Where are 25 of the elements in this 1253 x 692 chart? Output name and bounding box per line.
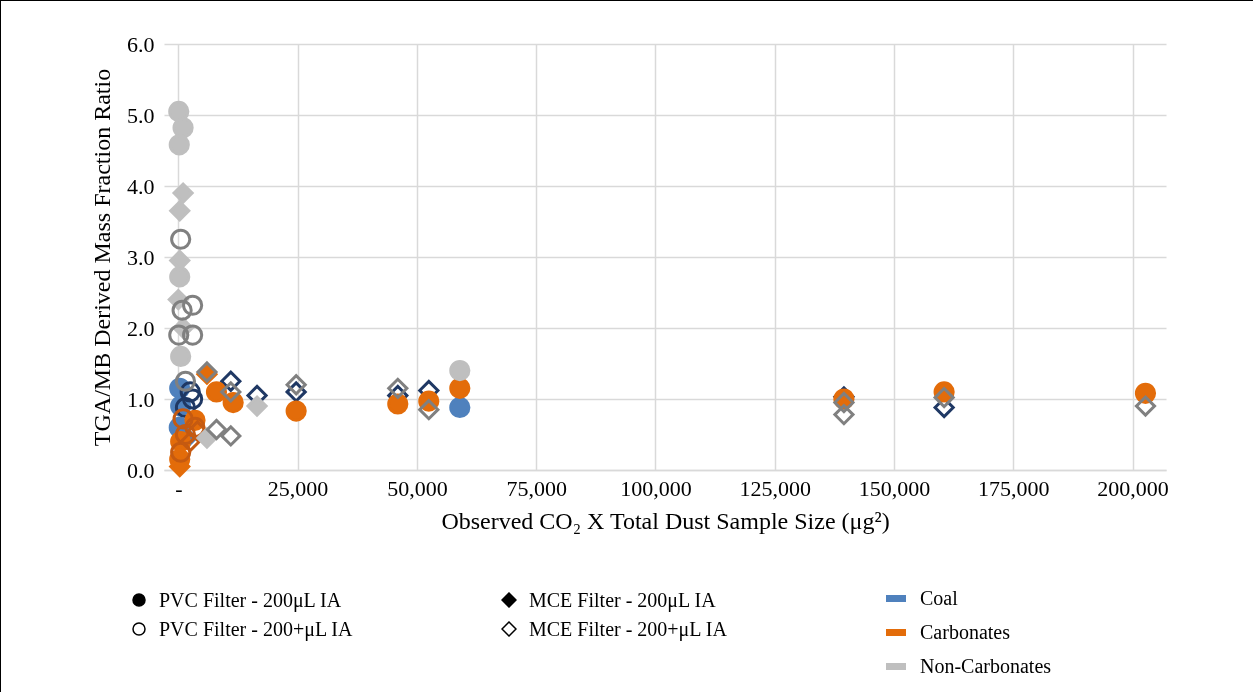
x-tick-label: - (175, 475, 183, 501)
legend-label: Carbonates (920, 621, 1010, 643)
legend-label: Non-Carbonates (920, 655, 1052, 677)
y-tick-label: 0.0 (127, 457, 155, 483)
x-tick-label: 75,000 (506, 475, 567, 501)
y-tick-label: 1.0 (127, 386, 155, 412)
x-tick-label: 25,000 (267, 475, 329, 501)
x-tick-label: 150,000 (858, 475, 931, 501)
y-tick-label: 6.0 (127, 31, 155, 57)
text: PVC Filter - 200μL IA (159, 589, 342, 611)
x-tick-label: 100,000 (620, 475, 692, 501)
x-tick-label: 125,000 (739, 475, 811, 501)
y-tick-label: 3.0 (127, 244, 155, 270)
x-tick-label: 50,000 (387, 475, 448, 501)
text: MCE Filter - 200+μL IA (529, 618, 727, 640)
text: MCE Filter - 200μL IA (529, 589, 716, 611)
x-tick-label: 200,000 (1097, 475, 1169, 501)
x-tick-label: 175,000 (978, 475, 1050, 501)
y-tick-label: 5.0 (127, 102, 155, 128)
y-tick-label: 4.0 (127, 173, 155, 199)
y-axis-title: TGA/MB Derived Mass Fraction Ratio (89, 68, 115, 447)
x-axis-title: Observed CO₂ X Total Dust Sample Size (μg²) (441, 507, 890, 534)
text: PVC Filter - 200+μL IA (159, 618, 353, 640)
y-tick-label: 2.0 (127, 315, 155, 341)
legend-label: Coal (920, 587, 958, 609)
